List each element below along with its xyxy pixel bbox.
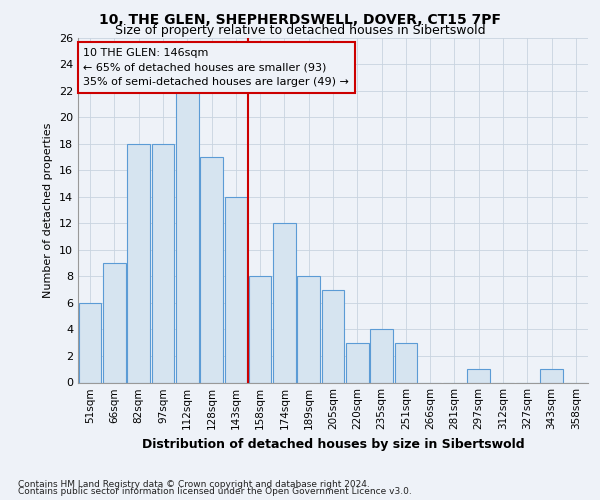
Bar (127, 144, 150, 382)
Text: Contains public sector information licensed under the Open Government Licence v3: Contains public sector information licen… (18, 487, 412, 496)
Bar (370, 330, 393, 382)
Bar (322, 290, 344, 382)
Text: Contains HM Land Registry data © Crown copyright and database right 2024.: Contains HM Land Registry data © Crown c… (18, 480, 370, 489)
Bar (273, 224, 296, 382)
Bar (540, 369, 563, 382)
Bar (79, 303, 101, 382)
Bar (224, 196, 247, 382)
Bar (467, 369, 490, 382)
Bar (103, 263, 126, 382)
X-axis label: Distribution of detached houses by size in Sibertswold: Distribution of detached houses by size … (142, 438, 524, 451)
Text: Size of property relative to detached houses in Sibertswold: Size of property relative to detached ho… (115, 24, 485, 37)
Bar (395, 342, 417, 382)
Text: 10, THE GLEN, SHEPHERDSWELL, DOVER, CT15 7PF: 10, THE GLEN, SHEPHERDSWELL, DOVER, CT15… (99, 12, 501, 26)
Bar (298, 276, 320, 382)
Bar (346, 342, 368, 382)
Y-axis label: Number of detached properties: Number of detached properties (43, 122, 53, 298)
Bar (249, 276, 271, 382)
Text: 10 THE GLEN: 146sqm
← 65% of detached houses are smaller (93)
35% of semi-detach: 10 THE GLEN: 146sqm ← 65% of detached ho… (83, 48, 349, 88)
Bar (176, 90, 199, 383)
Bar (152, 144, 174, 382)
Bar (200, 157, 223, 382)
